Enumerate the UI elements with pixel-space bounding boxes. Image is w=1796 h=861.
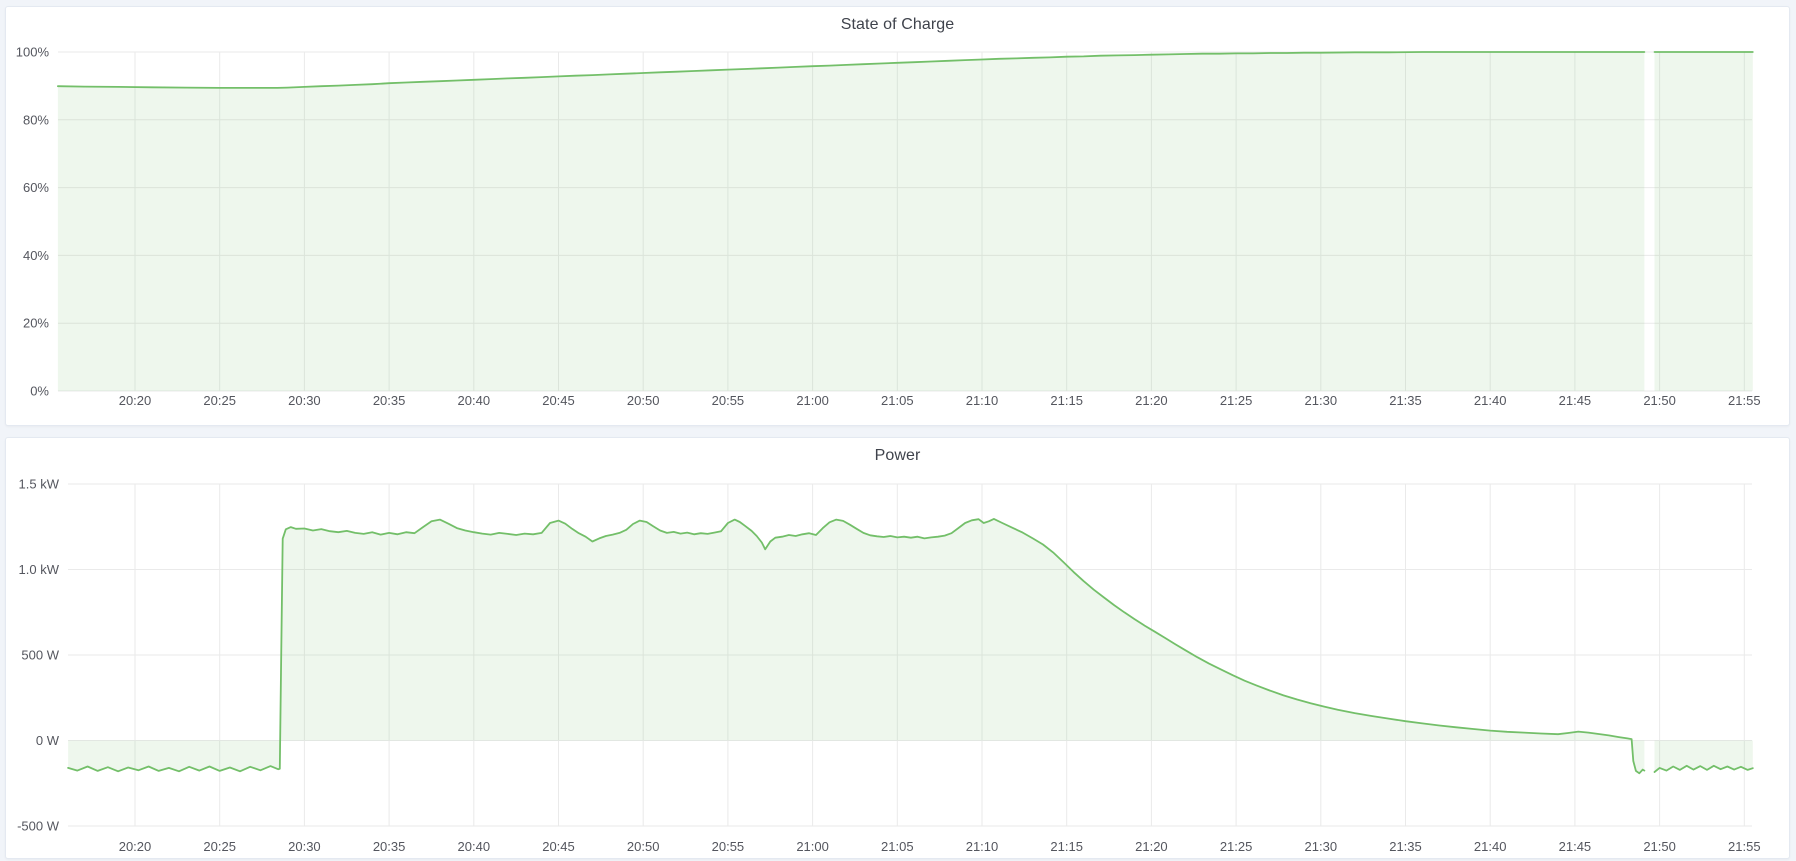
panel-title-state-of-charge[interactable]: State of Charge	[840, 16, 955, 33]
x-tick-label: 21:55	[1728, 839, 1761, 854]
x-tick-label: 21:25	[1220, 393, 1253, 408]
x-tick-label: 20:25	[203, 839, 236, 854]
x-tick-label: 21:30	[1305, 839, 1338, 854]
y-tick-label: 40%	[23, 248, 49, 263]
y-tick-label: 0 W	[36, 733, 60, 748]
x-tick-label: 20:55	[712, 839, 745, 854]
x-tick-label: 20:50	[627, 839, 660, 854]
chart-svg: -500 W 0 W 500 W 1.0 kW 1.5 kW 20:20 20:25 20:3…	[17, 477, 1761, 855]
x-tick-label: 20:45	[542, 393, 575, 408]
series-line	[1653, 764, 1754, 773]
x-tick-label: 20:40	[458, 393, 491, 408]
x-tick-label: 20:20	[119, 839, 152, 854]
y-tick-label: -500 W	[17, 819, 60, 834]
x-tick-label: 20:30	[288, 393, 321, 408]
y-tick-label: 0%	[30, 384, 49, 399]
power-panel: Power -500 W 0 W 500 W 1.0 kW 1.5 kW 20:20 20:…	[5, 437, 1790, 859]
x-tick-label: 21:40	[1474, 393, 1507, 408]
y-tick-label: 20%	[23, 316, 49, 331]
chart-svg: 0% 20% 40% 60% 80% 100% 20:20 20:25 20:30 20:35 20…	[16, 45, 1761, 409]
x-tick-label: 21:15	[1050, 393, 1083, 408]
x-tick-label: 21:10	[966, 393, 999, 408]
power-chart[interactable]: -500 W 0 W 500 W 1.0 kW 1.5 kW 20:20 20:25 20:3…	[6, 438, 1789, 858]
series-fill	[1654, 740, 1753, 772]
x-tick-label: 21:20	[1135, 393, 1168, 408]
series-line	[67, 518, 1646, 775]
series-fill	[68, 518, 1645, 774]
x-tick-label: 20:25	[203, 393, 236, 408]
x-tick-label: 21:50	[1643, 839, 1676, 854]
state-of-charge-chart[interactable]: 0% 20% 40% 60% 80% 100% 20:20 20:25 20:30 20:35 20…	[6, 7, 1789, 425]
x-tick-label: 20:55	[712, 393, 745, 408]
x-tick-label: 21:25	[1220, 839, 1253, 854]
y-tick-label: 60%	[23, 180, 49, 195]
x-tick-label: 21:20	[1135, 839, 1168, 854]
state-of-charge-panel: State of Charge 0% 20% 40% 60% 80% 100% 20:20 2…	[5, 6, 1790, 426]
x-tick-label: 20:50	[627, 393, 660, 408]
y-tick-label: 1.0 kW	[19, 562, 60, 577]
x-tick-label: 21:05	[881, 393, 914, 408]
y-tick-label: 80%	[23, 112, 49, 127]
x-tick-label: 21:30	[1305, 393, 1338, 408]
x-tick-label: 21:45	[1559, 839, 1592, 854]
panel-title-power[interactable]: Power	[874, 447, 921, 464]
y-tick-label: 500 W	[21, 648, 59, 663]
x-tick-label: 21:45	[1559, 393, 1592, 408]
series-line	[57, 51, 1646, 89]
x-tick-label: 21:40	[1474, 839, 1507, 854]
x-tick-label: 21:10	[966, 839, 999, 854]
x-tick-label: 20:30	[288, 839, 321, 854]
x-tick-label: 20:35	[373, 393, 406, 408]
x-tick-label: 20:35	[373, 839, 406, 854]
x-tick-label: 21:50	[1643, 393, 1676, 408]
x-tick-label: 20:40	[458, 839, 491, 854]
x-tick-label: 21:55	[1728, 393, 1761, 408]
x-tick-label: 21:00	[796, 839, 829, 854]
x-tick-label: 21:35	[1389, 393, 1422, 408]
x-tick-label: 21:05	[881, 839, 914, 854]
x-tick-label: 21:35	[1389, 839, 1422, 854]
x-tick-label: 20:45	[542, 839, 575, 854]
x-tick-label: 20:20	[119, 393, 152, 408]
y-tick-label: 100%	[16, 45, 50, 60]
series-fill	[57, 52, 1645, 391]
x-tick-label: 21:15	[1050, 839, 1083, 854]
series-fill	[1654, 52, 1753, 391]
y-tick-label: 1.5 kW	[19, 477, 60, 492]
x-tick-label: 21:00	[796, 393, 829, 408]
